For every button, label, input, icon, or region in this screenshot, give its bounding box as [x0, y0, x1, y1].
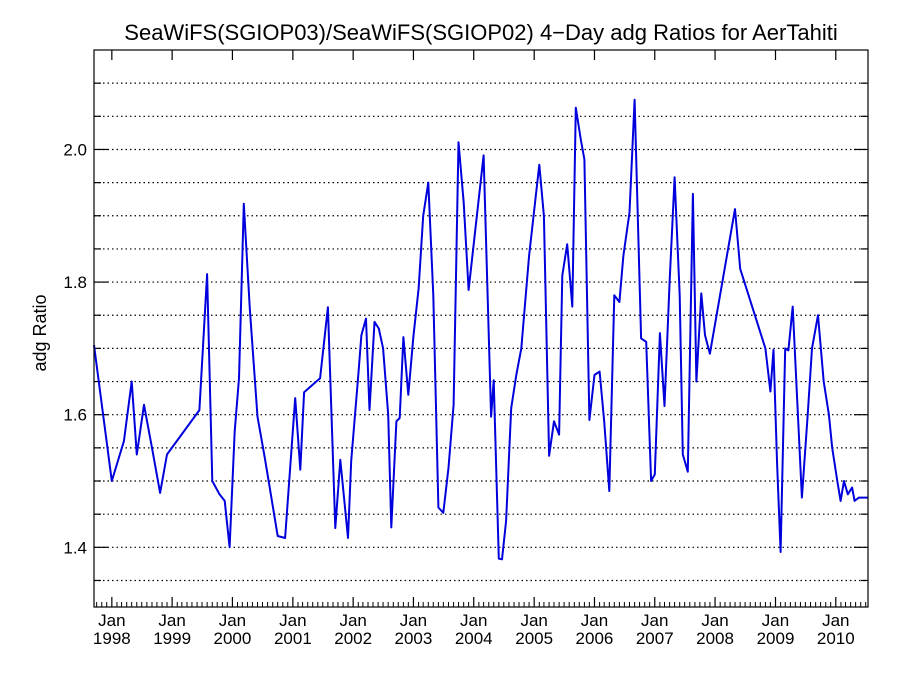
- series-group: [93, 98, 868, 561]
- x-tick-label-year: 1999: [153, 629, 191, 648]
- x-tick-label-month: Jan: [581, 611, 608, 630]
- x-tick-label-year: 2009: [757, 629, 795, 648]
- x-tick-label-month: Jan: [460, 611, 487, 630]
- x-tick-labels: Jan1998Jan1999Jan2000Jan2001Jan2002Jan20…: [93, 611, 855, 648]
- x-tick-label-month: Jan: [158, 611, 185, 630]
- x-tick-label-year: 2000: [214, 629, 252, 648]
- x-tick-label-year: 2002: [334, 629, 372, 648]
- x-tick-label-month: Jan: [762, 611, 789, 630]
- x-tick-label-year: 2001: [274, 629, 312, 648]
- x-tick-label-month: Jan: [219, 611, 246, 630]
- y-tick-labels: 1.4 1.6 1.8 2.0: [63, 140, 87, 557]
- x-tick-label-year: 2005: [515, 629, 553, 648]
- x-tick-label-year: 2008: [696, 629, 734, 648]
- x-tick-label-month: Jan: [400, 611, 427, 630]
- x-tick-label-year: 2007: [636, 629, 674, 648]
- y-tick-label: 1.8: [63, 273, 87, 292]
- x-tick-label-month: Jan: [98, 611, 125, 630]
- x-tick-label-year: 2003: [395, 629, 433, 648]
- x-tick-label-month: Jan: [641, 611, 668, 630]
- x-tick-label-year: 1998: [93, 629, 131, 648]
- y-axis-label: adg Ratio: [30, 294, 50, 371]
- x-tick-label-year: 2010: [817, 629, 855, 648]
- x-tick-label-year: 2004: [455, 629, 493, 648]
- chart-title: SeaWiFS(SGIOP03)/SeaWiFS(SGIOP02) 4−Day …: [124, 20, 837, 45]
- x-tick-label-month: Jan: [279, 611, 306, 630]
- grid-lines: [94, 82, 868, 582]
- x-tick-label-month: Jan: [822, 611, 849, 630]
- x-tick-label-year: 2006: [576, 629, 614, 648]
- x-tick-label-month: Jan: [520, 611, 547, 630]
- plot-frame: [93, 49, 869, 608]
- series-line: [93, 98, 868, 561]
- x-tick-label-month: Jan: [339, 611, 366, 630]
- axis-ticks: [94, 50, 868, 607]
- x-tick-label-month: Jan: [701, 611, 728, 630]
- y-tick-label: 1.6: [63, 406, 87, 425]
- y-tick-label: 2.0: [63, 140, 87, 159]
- y-tick-label: 1.4: [63, 538, 87, 557]
